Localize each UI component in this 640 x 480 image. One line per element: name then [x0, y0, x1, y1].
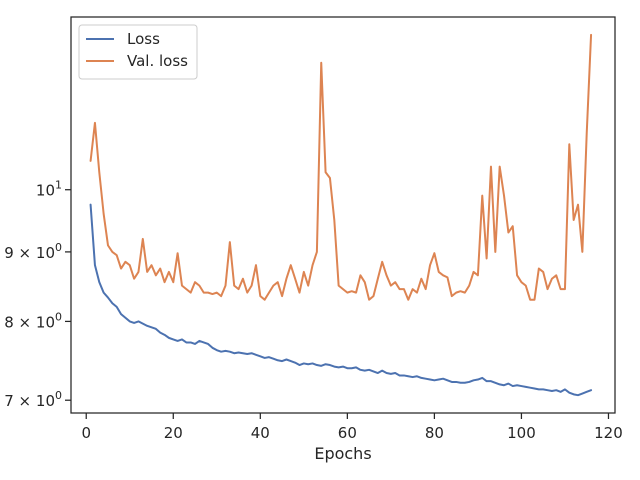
x-tick-label: 80	[425, 424, 444, 442]
x-tick-label: 0	[81, 424, 91, 442]
x-tick-label: 40	[251, 424, 270, 442]
series-line-loss	[89, 203, 593, 397]
x-tick-label: 100	[507, 424, 536, 442]
legend: Loss Val. loss	[78, 24, 198, 80]
plot-frame	[70, 16, 616, 414]
series-line-val-loss	[89, 33, 593, 301]
y-axis: 7 × 100 8 × 100 9 × 100 101	[4, 179, 71, 410]
x-axis-title: Epochs	[314, 444, 371, 463]
legend-label-val-loss: Val. loss	[127, 52, 188, 70]
y-tick-label: 7 × 100	[4, 389, 62, 410]
x-axis: 0 20 40 60 80 100 120	[81, 413, 623, 442]
x-tick-label: 120	[594, 424, 623, 442]
legend-label-loss: Loss	[127, 30, 160, 48]
series-layer	[89, 33, 593, 397]
x-tick-label: 20	[164, 424, 183, 442]
y-tick-label: 9 × 100	[4, 241, 62, 262]
x-tick-label: 60	[338, 424, 357, 442]
y-tick-label: 101	[36, 179, 62, 200]
y-tick-label: 8 × 100	[4, 310, 62, 331]
